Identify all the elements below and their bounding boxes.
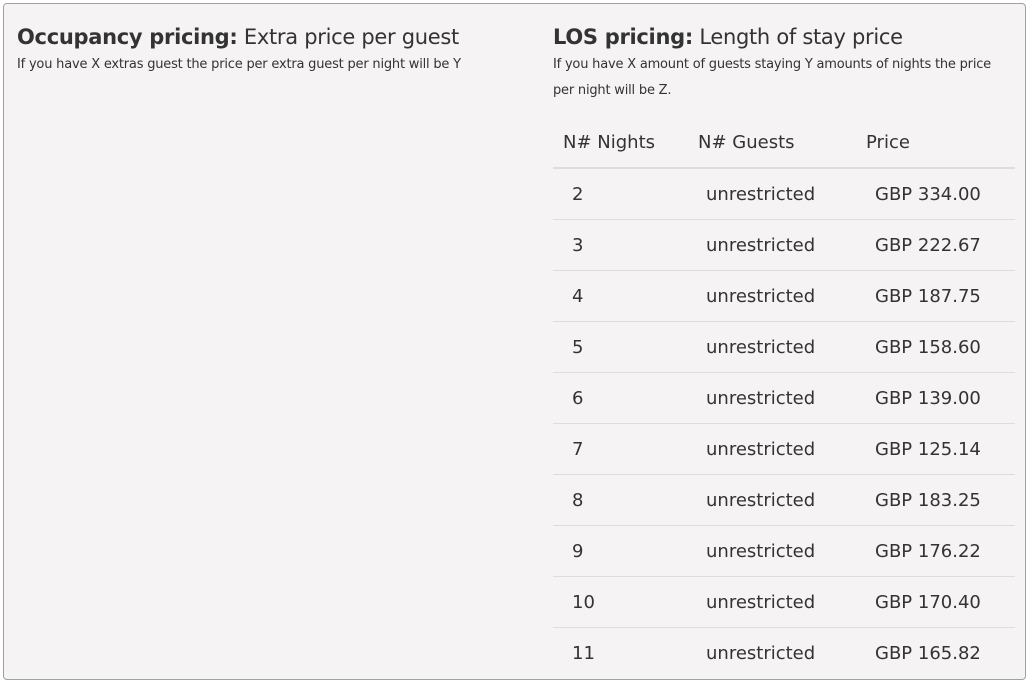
- nights-cell: 2: [553, 167, 688, 220]
- price-cell: GBP 183.25: [856, 474, 1015, 526]
- price-cell: GBP 170.40: [856, 576, 1015, 628]
- table-row: 5 unrestricted GBP 158.60: [553, 321, 1015, 373]
- nights-cell: 7: [553, 423, 688, 475]
- column-header-nights: N# Nights: [553, 118, 688, 169]
- table-row: 4 unrestricted GBP 187.75: [553, 270, 1015, 322]
- occupancy-description: If you have X extras guest the price per…: [17, 57, 461, 72]
- guests-cell: unrestricted: [688, 423, 856, 475]
- table-row: 11 unrestricted GBP 165.82: [553, 627, 1015, 678]
- price-cell: GBP 176.22: [856, 525, 1015, 577]
- los-pricing-section: LOS pricing: Length of stay price If you…: [553, 24, 1015, 678]
- price-cell: GBP 334.00: [856, 167, 1015, 220]
- nights-cell: 11: [553, 627, 688, 678]
- nights-cell: 6: [553, 372, 688, 424]
- price-cell: GBP 158.60: [856, 321, 1015, 373]
- los-description: If you have X amount of guests staying Y…: [553, 57, 991, 98]
- nights-cell: 3: [553, 219, 688, 271]
- guests-cell: unrestricted: [688, 525, 856, 577]
- guests-cell: unrestricted: [688, 372, 856, 424]
- los-table: N# Nights N# Guests Price 2 unrestricted G…: [553, 118, 1015, 678]
- table-row: 10 unrestricted GBP 170.40: [553, 576, 1015, 628]
- price-cell: GBP 222.67: [856, 219, 1015, 271]
- los-title-rest: Length of stay price: [692, 25, 903, 49]
- table-row: 2 unrestricted GBP 334.00: [553, 167, 1015, 220]
- guests-cell: unrestricted: [688, 321, 856, 373]
- table-row: 8 unrestricted GBP 183.25: [553, 474, 1015, 526]
- guests-cell: unrestricted: [688, 270, 856, 322]
- nights-cell: 8: [553, 474, 688, 526]
- occupancy-title-rest: Extra price per guest: [237, 25, 459, 49]
- guests-cell: unrestricted: [688, 219, 856, 271]
- occupancy-title-bold: Occupancy pricing:: [17, 25, 238, 49]
- column-header-guests: N# Guests: [688, 118, 856, 169]
- nights-cell: 9: [553, 525, 688, 577]
- table-row: 7 unrestricted GBP 125.14: [553, 423, 1015, 475]
- price-cell: GBP 139.00: [856, 372, 1015, 424]
- los-title-bold: LOS pricing:: [553, 25, 693, 49]
- guests-cell: unrestricted: [688, 576, 856, 628]
- guests-cell: unrestricted: [688, 167, 856, 220]
- column-header-price: Price: [856, 118, 1015, 169]
- price-cell: GBP 187.75: [856, 270, 1015, 322]
- nights-cell: 10: [553, 576, 688, 628]
- table-header-row: N# Nights N# Guests Price: [553, 118, 1015, 169]
- guests-cell: unrestricted: [688, 474, 856, 526]
- price-cell: GBP 125.14: [856, 423, 1015, 475]
- guests-cell: unrestricted: [688, 627, 856, 678]
- occupancy-title: Occupancy pricing: Extra price per guest: [17, 24, 487, 50]
- nights-cell: 5: [553, 321, 688, 373]
- table-row: 9 unrestricted GBP 176.22: [553, 525, 1015, 577]
- table-row: 6 unrestricted GBP 139.00: [553, 372, 1015, 424]
- nights-cell: 4: [553, 270, 688, 322]
- los-title: LOS pricing: Length of stay price: [553, 24, 1015, 50]
- price-cell: GBP 165.82: [856, 627, 1015, 678]
- pricing-panel: Occupancy pricing: Extra price per guest…: [3, 3, 1026, 680]
- table-row: 3 unrestricted GBP 222.67: [553, 219, 1015, 271]
- occupancy-pricing-section: Occupancy pricing: Extra price per guest…: [17, 24, 487, 78]
